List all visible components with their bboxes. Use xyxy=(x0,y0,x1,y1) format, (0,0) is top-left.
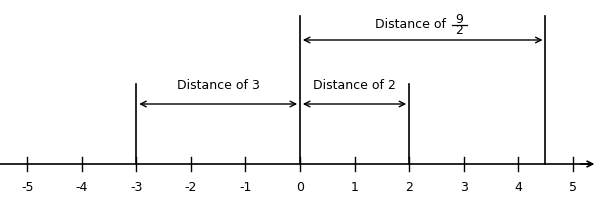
Text: -5: -5 xyxy=(21,181,34,194)
Text: 5: 5 xyxy=(569,181,577,194)
Text: -4: -4 xyxy=(76,181,88,194)
Text: 2: 2 xyxy=(455,24,463,37)
Text: Distance of: Distance of xyxy=(375,19,450,31)
Text: -3: -3 xyxy=(130,181,143,194)
Text: 1: 1 xyxy=(350,181,358,194)
Text: 3: 3 xyxy=(460,181,467,194)
Text: 0: 0 xyxy=(296,181,304,194)
Text: -1: -1 xyxy=(239,181,251,194)
Text: 4: 4 xyxy=(514,181,522,194)
Text: -2: -2 xyxy=(185,181,197,194)
Text: Distance of 3: Distance of 3 xyxy=(177,79,260,92)
Text: 9: 9 xyxy=(455,13,463,26)
Text: Distance of 2: Distance of 2 xyxy=(313,79,396,92)
Text: 2: 2 xyxy=(405,181,413,194)
